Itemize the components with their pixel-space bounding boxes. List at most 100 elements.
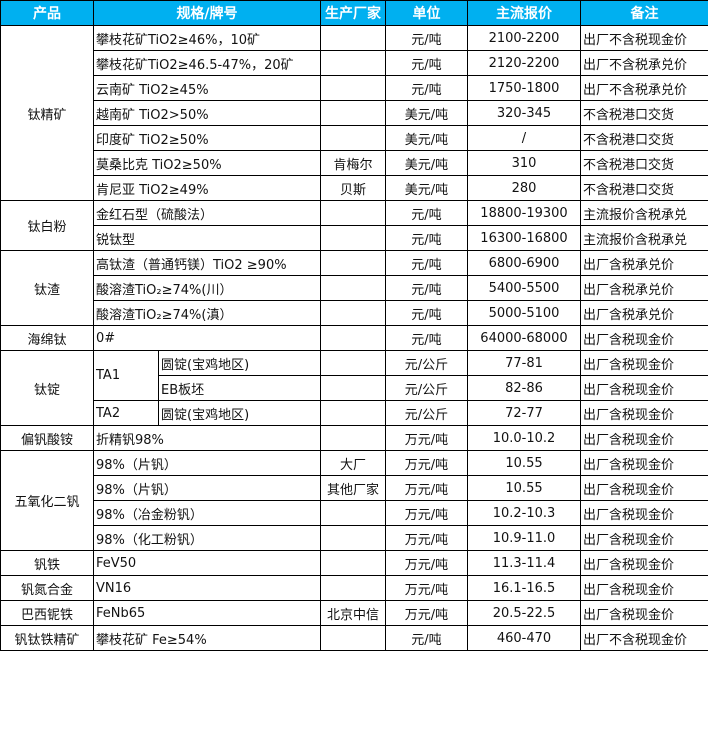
note-cell[interactable]: 主流报价含税承兑 <box>580 200 708 226</box>
price-cell[interactable]: 20.5-22.5 <box>467 600 581 626</box>
unit-cell[interactable]: 元/吨 <box>385 200 468 226</box>
spec-cell[interactable]: 印度矿 TiO2≥50% <box>93 125 321 151</box>
note-cell[interactable]: 主流报价含税承兑 <box>580 225 708 251</box>
price-cell[interactable]: 10.0-10.2 <box>467 425 581 451</box>
note-cell[interactable]: 出厂含税现金价 <box>580 550 708 576</box>
note-cell[interactable]: 不含税港口交货 <box>580 125 708 151</box>
product-cell[interactable]: 钛精矿 <box>0 25 94 201</box>
unit-cell[interactable]: 元/吨 <box>385 225 468 251</box>
note-cell[interactable]: 出厂不含税现金价 <box>580 25 708 51</box>
price-cell[interactable]: 10.55 <box>467 450 581 476</box>
maker-cell[interactable] <box>320 575 386 601</box>
maker-cell[interactable] <box>320 350 386 376</box>
price-cell[interactable]: 5000-5100 <box>467 300 581 326</box>
note-cell[interactable]: 出厂含税现金价 <box>580 400 708 426</box>
price-cell[interactable]: 5400-5500 <box>467 275 581 301</box>
maker-cell[interactable] <box>320 200 386 226</box>
spec-cell[interactable]: 酸溶渣TiO₂≥74%(川） <box>93 275 321 301</box>
unit-cell[interactable]: 元/吨 <box>385 75 468 101</box>
maker-cell[interactable] <box>320 250 386 276</box>
price-cell[interactable]: 64000-68000 <box>467 325 581 351</box>
unit-cell[interactable]: 万元/吨 <box>385 525 468 551</box>
note-cell[interactable]: 出厂含税承兑价 <box>580 250 708 276</box>
note-cell[interactable]: 出厂含税承兑价 <box>580 275 708 301</box>
product-cell[interactable]: 钛白粉 <box>0 200 94 251</box>
spec-cell[interactable]: VN16 <box>93 575 321 601</box>
maker-cell[interactable] <box>320 300 386 326</box>
price-cell[interactable]: 10.9-11.0 <box>467 525 581 551</box>
maker-cell[interactable] <box>320 400 386 426</box>
spec-cell[interactable]: 圆锭(宝鸡地区) <box>158 400 321 426</box>
price-cell[interactable]: 2120-2200 <box>467 50 581 76</box>
grade-cell[interactable]: TA2 <box>93 400 159 426</box>
unit-cell[interactable]: 元/吨 <box>385 325 468 351</box>
maker-cell[interactable]: 大厂 <box>320 450 386 476</box>
unit-cell[interactable]: 万元/吨 <box>385 475 468 501</box>
product-cell[interactable]: 钒氮合金 <box>0 575 94 601</box>
note-cell[interactable]: 出厂含税现金价 <box>580 525 708 551</box>
maker-cell[interactable] <box>320 625 386 651</box>
maker-cell[interactable] <box>320 50 386 76</box>
spec-cell[interactable]: 高钛渣（普通钙镁）TiO2 ≥90% <box>93 250 321 276</box>
product-cell[interactable]: 钛渣 <box>0 250 94 326</box>
spec-cell[interactable]: 金红石型（硫酸法） <box>93 200 321 226</box>
note-cell[interactable]: 出厂含税现金价 <box>580 575 708 601</box>
unit-cell[interactable]: 元/吨 <box>385 250 468 276</box>
note-cell[interactable]: 出厂含税承兑价 <box>580 300 708 326</box>
note-cell[interactable]: 出厂含税现金价 <box>580 450 708 476</box>
spec-cell[interactable]: 酸溶渣TiO₂≥74%(滇） <box>93 300 321 326</box>
spec-cell[interactable]: 莫桑比克 TiO2≥50% <box>93 150 321 176</box>
unit-cell[interactable]: 万元/吨 <box>385 425 468 451</box>
note-cell[interactable]: 出厂不含税承兑价 <box>580 75 708 101</box>
spec-cell[interactable]: 98%（片钒） <box>93 475 321 501</box>
product-cell[interactable]: 五氧化二钒 <box>0 450 94 551</box>
spec-cell[interactable]: EB板坯 <box>158 375 321 401</box>
price-cell[interactable]: 11.3-11.4 <box>467 550 581 576</box>
product-cell[interactable]: 钛锭 <box>0 350 94 426</box>
price-cell[interactable]: 10.2-10.3 <box>467 500 581 526</box>
maker-cell[interactable]: 肯梅尔 <box>320 150 386 176</box>
maker-cell[interactable]: 贝斯 <box>320 175 386 201</box>
spec-cell[interactable]: 0# <box>93 325 321 351</box>
spec-cell[interactable]: 98%（化工粉钒） <box>93 525 321 551</box>
spec-cell[interactable]: 云南矿 TiO2≥45% <box>93 75 321 101</box>
maker-cell[interactable] <box>320 275 386 301</box>
unit-cell[interactable]: 元/吨 <box>385 625 468 651</box>
unit-cell[interactable]: 万元/吨 <box>385 575 468 601</box>
grade-cell[interactable]: TA1 <box>93 350 159 401</box>
unit-cell[interactable]: 美元/吨 <box>385 175 468 201</box>
note-cell[interactable]: 不含税港口交货 <box>580 175 708 201</box>
spec-cell[interactable]: 折精钒98% <box>93 425 321 451</box>
product-cell[interactable]: 海绵钛 <box>0 325 94 351</box>
price-cell[interactable]: 1750-1800 <box>467 75 581 101</box>
note-cell[interactable]: 出厂含税现金价 <box>580 325 708 351</box>
spec-cell[interactable]: 肯尼亚 TiO2≥49% <box>93 175 321 201</box>
note-cell[interactable]: 不含税港口交货 <box>580 100 708 126</box>
note-cell[interactable]: 不含税港口交货 <box>580 150 708 176</box>
maker-cell[interactable] <box>320 25 386 51</box>
price-cell[interactable]: 280 <box>467 175 581 201</box>
price-cell[interactable]: 460-470 <box>467 625 581 651</box>
spec-cell[interactable]: FeV50 <box>93 550 321 576</box>
note-cell[interactable]: 出厂含税现金价 <box>580 425 708 451</box>
price-cell[interactable]: 18800-19300 <box>467 200 581 226</box>
note-cell[interactable]: 出厂不含税承兑价 <box>580 50 708 76</box>
maker-cell[interactable] <box>320 550 386 576</box>
unit-cell[interactable]: 万元/吨 <box>385 500 468 526</box>
unit-cell[interactable]: 万元/吨 <box>385 550 468 576</box>
maker-cell[interactable]: 北京中信 <box>320 600 386 626</box>
unit-cell[interactable]: 元/吨 <box>385 300 468 326</box>
maker-cell[interactable] <box>320 75 386 101</box>
note-cell[interactable]: 出厂含税现金价 <box>580 500 708 526</box>
spec-cell[interactable]: 圆锭(宝鸡地区) <box>158 350 321 376</box>
product-cell[interactable]: 偏钒酸铵 <box>0 425 94 451</box>
unit-cell[interactable]: 万元/吨 <box>385 450 468 476</box>
price-cell[interactable]: 82-86 <box>467 375 581 401</box>
unit-cell[interactable]: 美元/吨 <box>385 100 468 126</box>
unit-cell[interactable]: 元/吨 <box>385 25 468 51</box>
note-cell[interactable]: 出厂含税现金价 <box>580 375 708 401</box>
unit-cell[interactable]: 美元/吨 <box>385 125 468 151</box>
product-cell[interactable]: 钒钛铁精矿 <box>0 625 94 651</box>
spec-cell[interactable]: 98%（片钒） <box>93 450 321 476</box>
price-cell[interactable]: 72-77 <box>467 400 581 426</box>
